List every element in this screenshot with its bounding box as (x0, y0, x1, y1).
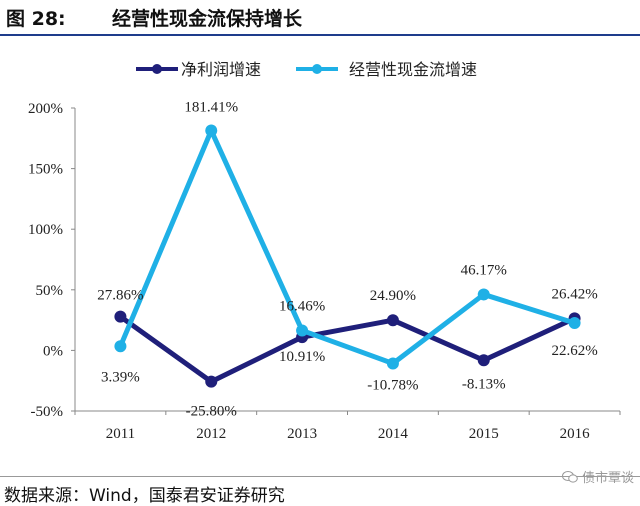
x-tick-label: 2013 (287, 426, 317, 442)
watermark: 债市覃谈 (561, 467, 634, 486)
y-tick-label: 0% (43, 343, 63, 359)
data-label: -25.80% (186, 404, 237, 420)
data-label: 10.91% (279, 349, 325, 365)
line-chart: -50% 0% 50% 100% 150% 200% 2011 2012 2013 2014 201… (28, 60, 621, 442)
wechat-icon (561, 470, 578, 483)
data-label: 22.62% (551, 343, 597, 359)
data-label: -8.13% (462, 376, 506, 392)
data-point (114, 310, 127, 323)
data-point (114, 340, 127, 353)
watermark-text: 债市覃谈 (581, 471, 634, 486)
legend-swatch-marker (152, 64, 162, 74)
y-tick-label: -50% (31, 404, 64, 420)
data-point (205, 124, 218, 137)
data-label: -10.78% (367, 377, 418, 393)
series-line (118, 128, 576, 366)
x-tick-label: 2014 (378, 426, 409, 442)
data-point (477, 288, 490, 301)
legend-label: 经营性现金流增速 (349, 60, 477, 79)
x-tick-label: 2012 (196, 426, 226, 442)
y-tick-label: 150% (28, 162, 63, 178)
legend-swatch-marker (312, 64, 322, 74)
y-tick-label: 100% (28, 222, 63, 238)
y-tick-label: 200% (28, 101, 63, 117)
figure-title: 经营性现金流保持增长 (112, 8, 303, 30)
data-label: 24.90% (370, 288, 416, 304)
source-footer: 数据来源：Wind，国泰君安证券研究 (0, 476, 640, 506)
data-point (386, 314, 399, 327)
x-tick-label: 2011 (106, 426, 135, 442)
data-label: 3.39% (101, 369, 140, 385)
data-point (477, 354, 490, 367)
series-line (118, 314, 576, 385)
data-label: 26.42% (551, 286, 597, 302)
data-point (296, 324, 309, 337)
figure-header: 图 28: 经营性现金流保持增长 (0, 0, 640, 36)
x-tick-label: 2015 (469, 426, 499, 442)
source-text: 数据来源：Wind，国泰君安证券研究 (4, 486, 285, 506)
data-label: 27.86% (97, 288, 143, 304)
data-point (205, 375, 218, 388)
data-label: 181.41% (184, 100, 238, 116)
figure-label: 图 28: (6, 8, 66, 30)
data-point (568, 316, 581, 329)
legend-label: 净利润增速 (181, 60, 261, 79)
data-point (386, 357, 399, 370)
data-label: 46.17% (461, 262, 507, 278)
data-label: 16.46% (279, 298, 325, 314)
x-tick-label: 2016 (560, 426, 591, 442)
y-tick-label: 50% (36, 283, 64, 299)
